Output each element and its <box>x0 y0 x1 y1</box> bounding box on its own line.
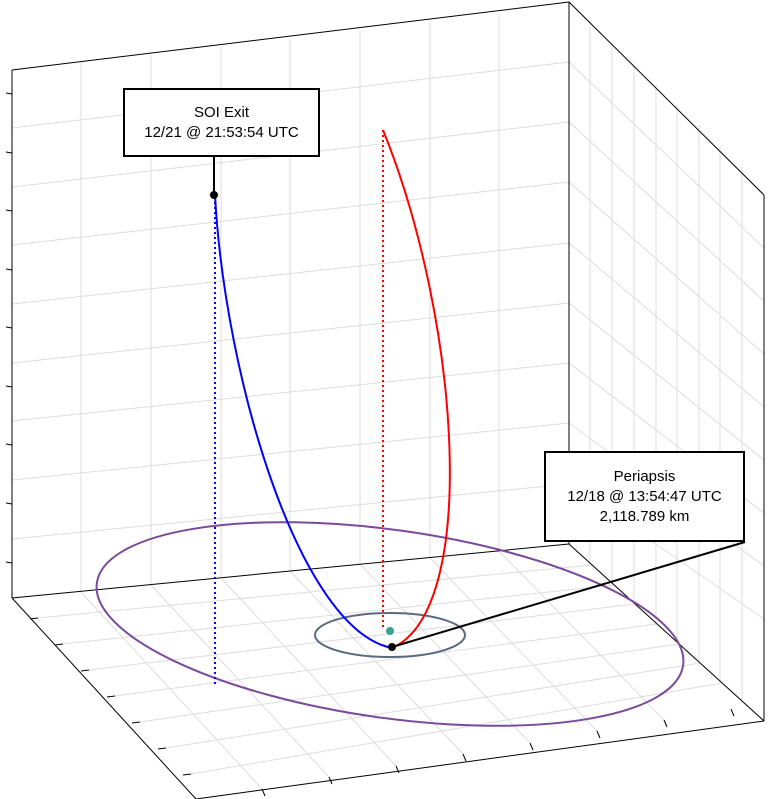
periapsis-marker <box>388 643 396 651</box>
large-orbit <box>95 521 685 727</box>
periapsis-callout: Periapsis 12/18 @ 13:54:47 UTC 2,118.789… <box>544 451 745 542</box>
soi-exit-callout: SOI Exit 12/21 @ 21:53:54 UTC <box>123 88 320 157</box>
periapsis-altitude: 2,118.789 km <box>599 507 690 525</box>
floor-grid <box>37 550 723 790</box>
arrival-trajectory <box>382 129 451 649</box>
periapsis-leader-line <box>391 541 746 648</box>
x-axis-ticks <box>261 708 735 797</box>
central-body <box>386 627 394 635</box>
soi-exit-title: SOI Exit <box>193 103 249 121</box>
side-wall-grid <box>568 21 765 701</box>
periapsis-title: Periapsis <box>613 467 676 485</box>
plot-box-edges <box>11 1 765 799</box>
z-axis-ticks <box>5 92 13 564</box>
soi-exit-marker <box>210 191 218 199</box>
small-orbit <box>314 612 466 658</box>
y-axis-ticks <box>29 617 192 776</box>
periapsis-time: 12/18 @ 13:54:47 UTC <box>567 487 722 505</box>
soi-exit-time: 12/21 @ 21:53:54 UTC <box>144 123 299 141</box>
departure-trajectory <box>214 194 393 649</box>
